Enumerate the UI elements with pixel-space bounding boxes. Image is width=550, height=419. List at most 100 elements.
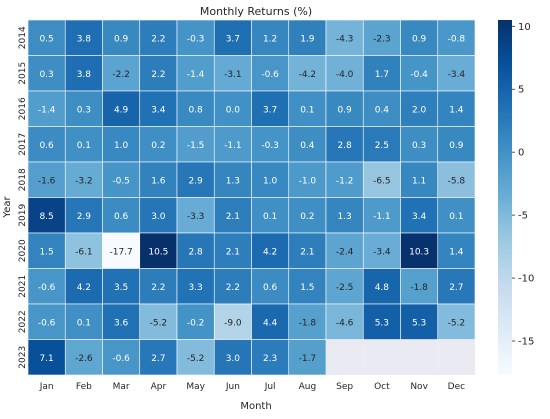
cell-value-label: 0.6 — [263, 283, 278, 293]
y-tick-label: 2019 — [18, 204, 28, 227]
cell-value-label: 1.4 — [449, 105, 464, 115]
heatmap-cell — [362, 126, 401, 163]
heatmap-cell — [102, 339, 141, 376]
cell-value-label: 0.3 — [39, 70, 53, 80]
heatmap-cell — [27, 232, 66, 269]
cell-value-label: 0.3 — [412, 141, 426, 151]
heatmap-cell — [102, 126, 141, 163]
cell-value-label: -0.6 — [38, 283, 56, 293]
cell-value-label: -3.3 — [187, 212, 205, 222]
cell-value-label: -0.3 — [187, 34, 205, 44]
cell-value-label: -1.4 — [187, 70, 205, 80]
x-tick-label: Nov — [410, 382, 428, 392]
y-tick-label: 2023 — [18, 346, 28, 369]
cell-value-label: 2.8 — [337, 141, 352, 151]
cell-value-label: -1.0 — [299, 176, 317, 186]
heatmap-cell — [288, 19, 327, 56]
cell-value-label: -1.6 — [38, 176, 56, 186]
cell-value-label: 0.6 — [114, 212, 129, 222]
colorbar-tick-label: -5 — [518, 211, 528, 222]
cell-value-label: -3.2 — [75, 176, 93, 186]
heatmap-cell — [288, 55, 327, 92]
heatmap-cell — [213, 303, 252, 340]
cell-value-label: 10.5 — [148, 247, 168, 257]
cell-value-label: 2.1 — [300, 247, 314, 257]
cell-value-label: -2.4 — [336, 247, 354, 257]
heatmap-cell — [213, 232, 252, 269]
heatmap-cell-empty — [400, 339, 438, 375]
x-tick-label: Jan — [39, 382, 54, 392]
cell-value-label: 2.3 — [263, 354, 277, 364]
cell-value-label: 0.1 — [300, 105, 314, 115]
heatmap-cell — [437, 268, 476, 305]
colorbar — [498, 20, 512, 375]
cell-value-label: 10.3 — [409, 247, 429, 257]
heatmap-cell — [102, 90, 141, 127]
heatmap-cell — [64, 339, 103, 376]
heatmap-cell — [27, 339, 66, 376]
heatmap-cell — [251, 55, 290, 92]
cell-value-label: 3.8 — [77, 34, 92, 44]
heatmap-cell — [362, 197, 401, 234]
colorbar-tick-label: -10 — [518, 274, 534, 285]
cell-value-label: 3.7 — [226, 34, 240, 44]
x-tick-label: Sep — [336, 382, 353, 392]
x-tick-label: Dec — [448, 382, 465, 392]
heatmap-cell — [176, 339, 215, 376]
cell-value-label: 3.6 — [114, 318, 129, 328]
heatmap-cell — [251, 339, 290, 376]
heatmap-cell — [325, 197, 364, 234]
heatmap-cell — [362, 55, 401, 92]
heatmap-cell — [437, 90, 476, 127]
y-tick-label: 2017 — [18, 133, 28, 156]
cell-value-label: 1.7 — [375, 70, 389, 80]
heatmap-cell — [325, 232, 364, 269]
x-tick-label: May — [186, 382, 205, 392]
cell-value-label: -3.4 — [373, 247, 391, 257]
heatmap-cell — [400, 126, 439, 163]
cell-value-label: -6.5 — [373, 176, 391, 186]
cell-value-label: -0.2 — [187, 318, 205, 328]
heatmap-cell — [213, 197, 252, 234]
cell-value-label: -1.2 — [336, 176, 354, 186]
heatmap-cell — [251, 161, 290, 198]
cell-value-label: 4.2 — [263, 247, 277, 257]
cell-value-label: 1.2 — [263, 34, 277, 44]
heatmap-cell — [102, 303, 141, 340]
cell-value-label: 2.2 — [226, 283, 240, 293]
cell-labels: 0.5 3.8 0.9 2.2 -0.3 3.7 1.2 1.9 -4.3 -2.3 0.9 -0.8… — [38, 34, 466, 364]
heatmap-cell — [176, 55, 215, 92]
cell-value-label: 0.1 — [77, 141, 91, 151]
heatmap-cell — [288, 303, 327, 340]
cell-value-label: 1.0 — [263, 176, 278, 186]
cell-value-label: -5.2 — [150, 318, 168, 328]
heatmap-cell — [362, 232, 401, 269]
cell-value-label: -0.4 — [410, 70, 428, 80]
cell-value-label: -4.6 — [336, 318, 354, 328]
heatmap-cell — [213, 55, 252, 92]
cell-value-label: -2.2 — [112, 70, 130, 80]
cell-value-label: 3.4 — [412, 212, 427, 222]
cell-value-label: -1.8 — [299, 318, 317, 328]
cell-value-label: 5.3 — [412, 318, 426, 328]
heatmap-cell — [288, 339, 327, 376]
heatmap-cell — [139, 268, 178, 305]
cell-value-label: 0.3 — [77, 105, 91, 115]
cell-value-label: 3.8 — [77, 70, 92, 80]
heatmap-cell-empty — [437, 339, 475, 375]
cell-value-label: 3.3 — [188, 283, 202, 293]
cell-value-label: 4.2 — [77, 283, 91, 293]
heatmap-cell — [437, 232, 476, 269]
cell-value-label: 0.9 — [449, 141, 464, 151]
heatmap-cell — [139, 126, 178, 163]
x-axis-label: Month — [240, 401, 271, 412]
cell-value-label: 1.0 — [114, 141, 129, 151]
cell-value-label: 0.9 — [337, 105, 352, 115]
heatmap-cell — [139, 90, 178, 127]
heatmap-cell — [362, 19, 401, 56]
x-tick-label: Jul — [264, 382, 276, 392]
cell-value-label: 2.8 — [188, 247, 203, 257]
cell-value-label: 4.9 — [114, 105, 129, 115]
y-tick-label: 2014 — [18, 26, 28, 49]
